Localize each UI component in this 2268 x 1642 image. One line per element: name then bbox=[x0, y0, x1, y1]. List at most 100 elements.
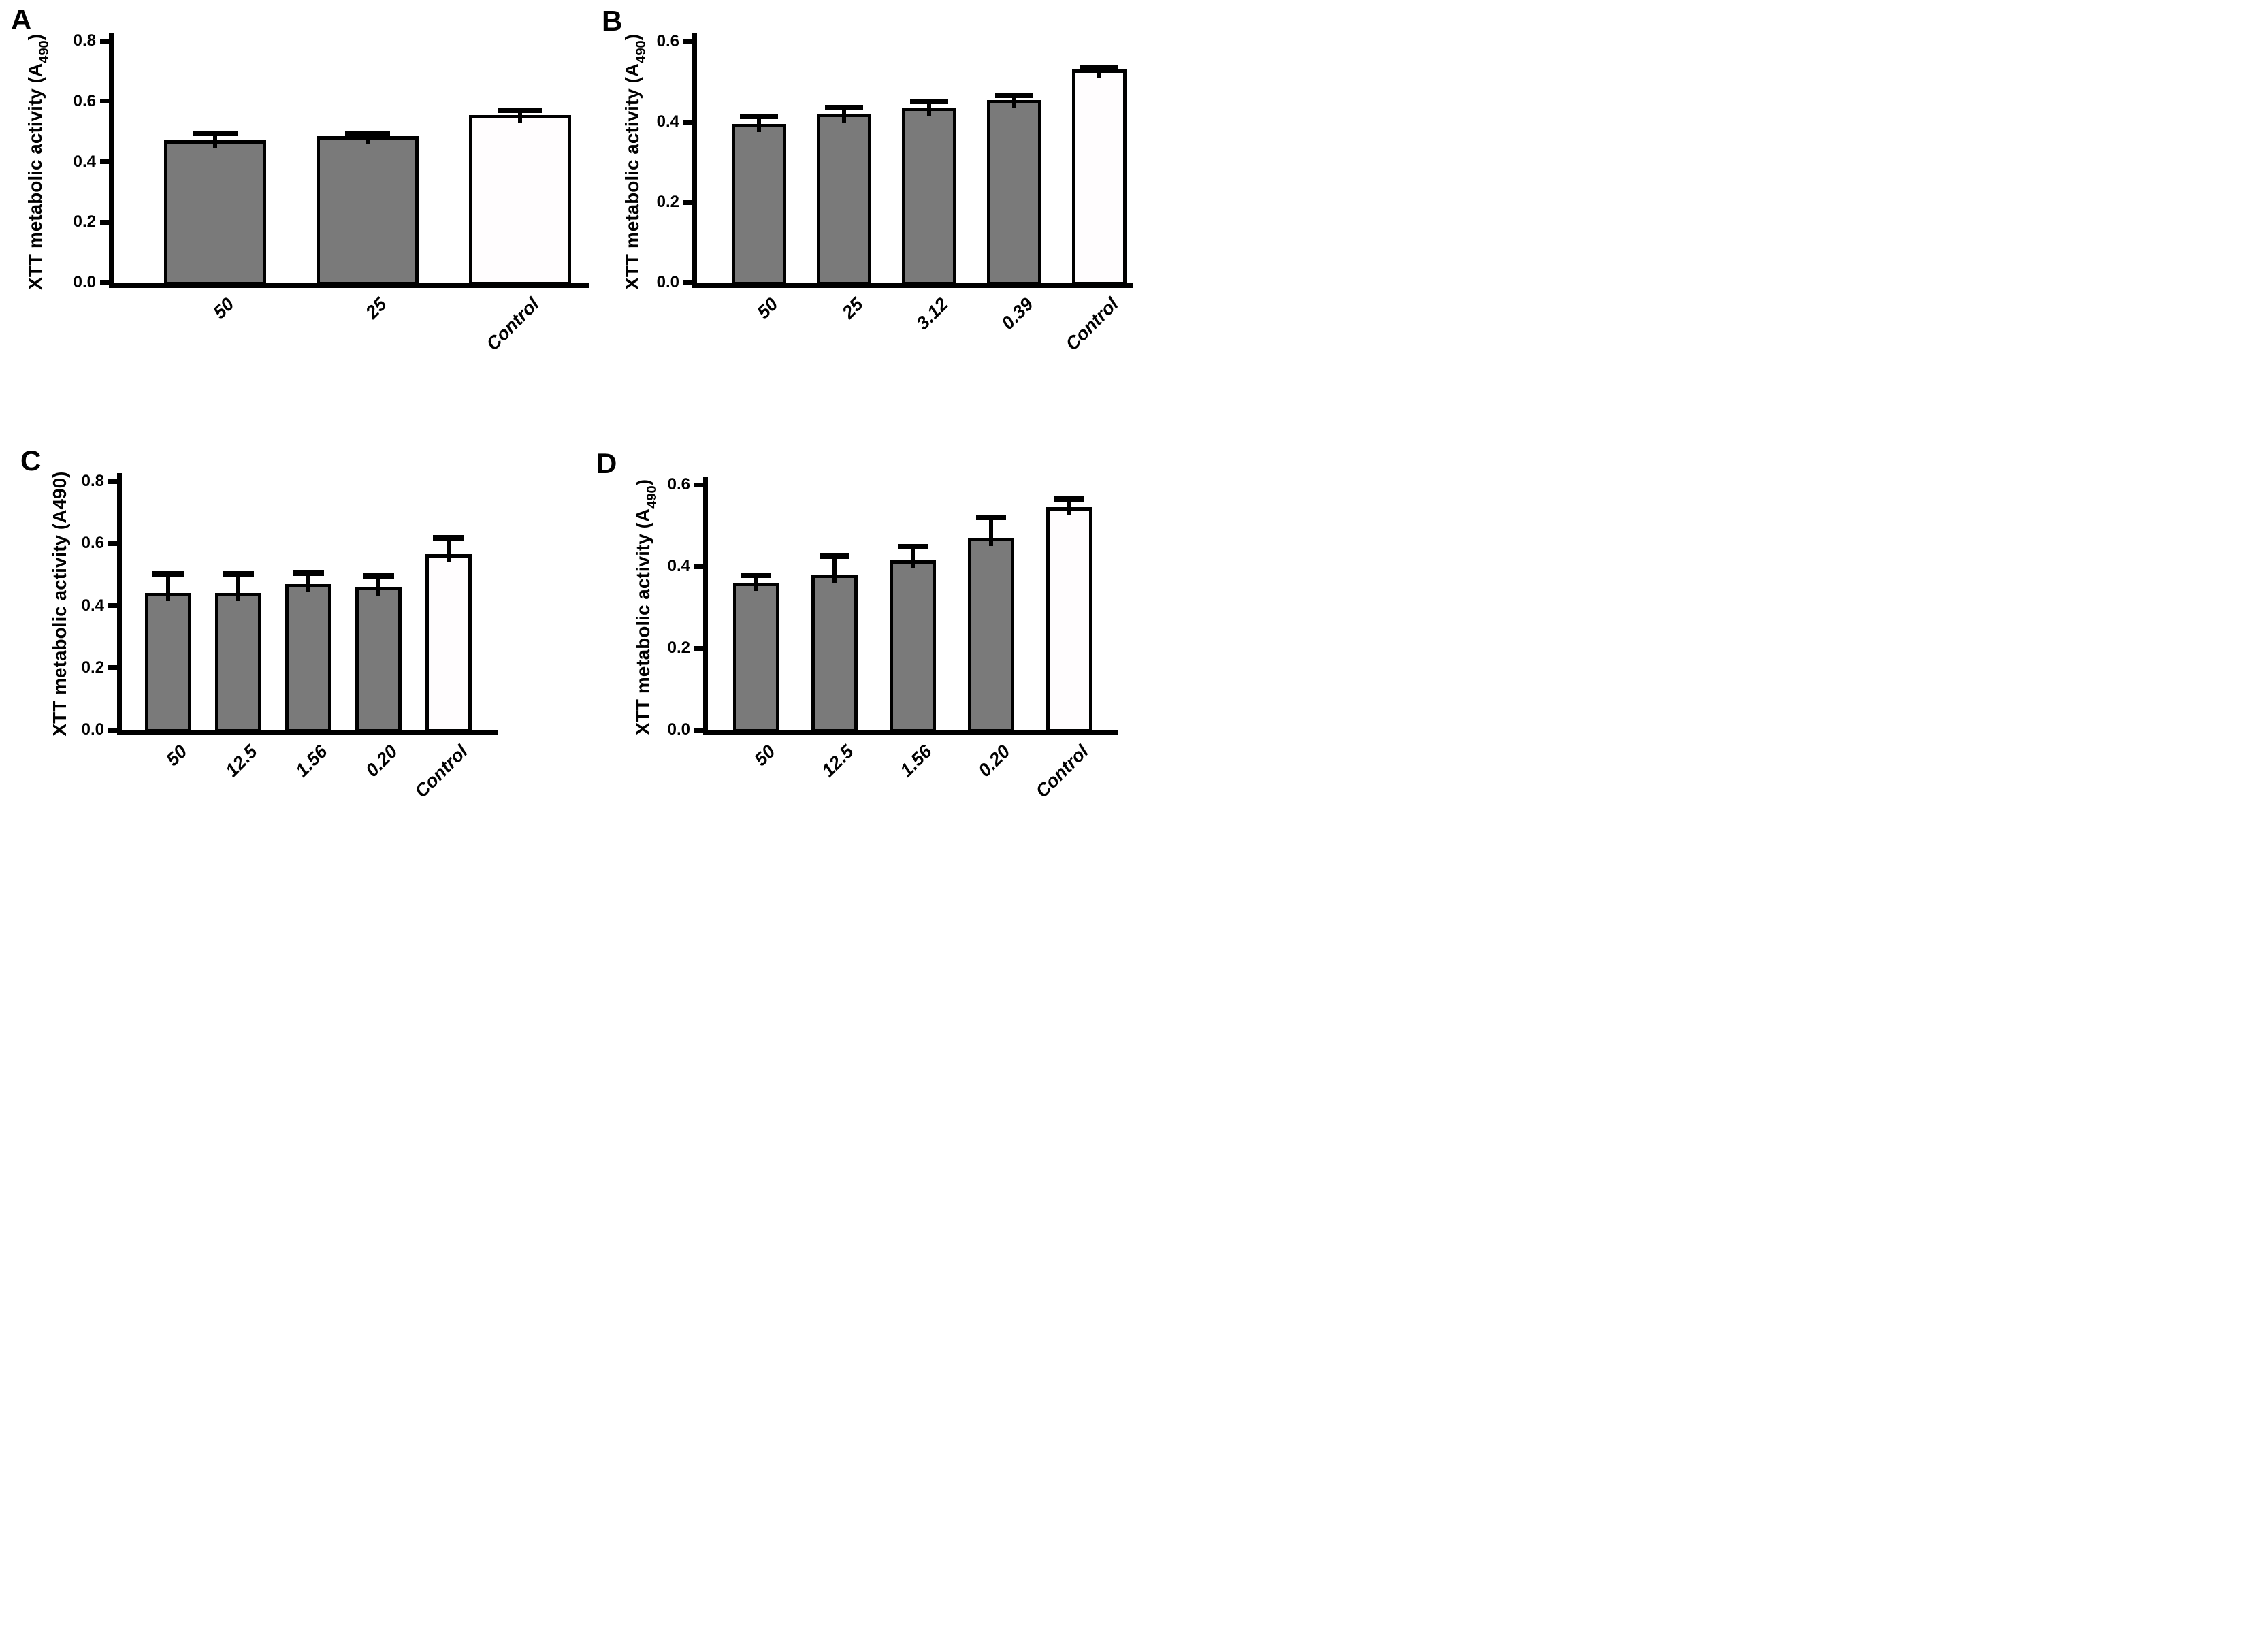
y-axis bbox=[692, 33, 697, 288]
y-tick-mark bbox=[694, 483, 703, 487]
error-bar-cap bbox=[740, 114, 778, 119]
x-tick-label: 25 bbox=[838, 293, 867, 323]
y-tick-label: 0.2 bbox=[73, 212, 96, 231]
x-tick-label: 50 bbox=[750, 741, 779, 771]
y-axis bbox=[703, 477, 708, 735]
error-bar-cap bbox=[345, 131, 390, 136]
figure-canvas: A XTT metabolic activity (A490) 0.0 0.2 0.4 0… bbox=[0, 0, 1134, 821]
error-bar-stem bbox=[366, 135, 370, 144]
y-tick-mark bbox=[683, 39, 692, 44]
error-bar-stem bbox=[306, 575, 310, 592]
y-axis bbox=[109, 33, 114, 288]
y-tick-label: 0.4 bbox=[656, 112, 679, 131]
error-bar-cap bbox=[741, 573, 771, 578]
x-tick-label: 25 bbox=[361, 293, 391, 323]
y-axis-label: XTT metabolic activity (A490) bbox=[632, 479, 660, 735]
error-bar-cap bbox=[820, 553, 849, 559]
x-axis bbox=[109, 283, 589, 288]
y-tick-mark bbox=[694, 564, 703, 569]
y-tick-label: 0.2 bbox=[81, 658, 104, 677]
error-bar-cap bbox=[433, 535, 464, 541]
x-axis bbox=[117, 730, 498, 735]
y-tick-mark bbox=[108, 728, 117, 733]
x-tick-label: 0.20 bbox=[361, 741, 402, 781]
y-tick-mark bbox=[100, 99, 109, 103]
error-bar-stem bbox=[757, 118, 761, 132]
x-tick-label: 12.5 bbox=[817, 741, 858, 781]
error-bar-stem bbox=[911, 548, 915, 568]
y-tick-label: 0.2 bbox=[656, 193, 679, 211]
x-tick-label: Control bbox=[1031, 741, 1092, 802]
x-axis bbox=[692, 283, 1133, 288]
error-bar-stem bbox=[376, 577, 380, 596]
y-tick-mark bbox=[108, 541, 117, 546]
error-bar-cap bbox=[193, 131, 238, 136]
y-tick-label: 0.0 bbox=[656, 273, 679, 291]
error-bar-cap bbox=[976, 515, 1006, 520]
y-axis bbox=[117, 473, 122, 735]
y-axis-label: XTT metabolic activity (A490) bbox=[25, 33, 52, 290]
x-tick-label: Control bbox=[1061, 293, 1122, 355]
x-tick-label: 3.12 bbox=[912, 293, 952, 334]
y-tick-mark bbox=[108, 603, 117, 608]
y-tick-label: 0.4 bbox=[667, 557, 690, 575]
y-tick-label: 0.0 bbox=[73, 273, 96, 291]
y-tick-label: 0.6 bbox=[73, 92, 96, 110]
y-axis-label: XTT metabolic activity (A490) bbox=[621, 33, 649, 290]
y-tick-mark bbox=[100, 39, 109, 44]
error-bar-cap bbox=[898, 544, 928, 549]
bar bbox=[355, 587, 402, 733]
x-axis bbox=[703, 730, 1118, 735]
error-bar-stem bbox=[989, 519, 993, 546]
error-bar-stem bbox=[213, 135, 217, 148]
error-bar-cap bbox=[1080, 65, 1118, 70]
bar bbox=[890, 560, 936, 733]
y-tick-mark bbox=[683, 280, 692, 285]
error-bar-cap bbox=[223, 571, 254, 577]
bar bbox=[164, 140, 266, 285]
y-tick-label: 0.6 bbox=[81, 534, 104, 552]
error-bar-cap bbox=[995, 93, 1033, 98]
error-bar-cap bbox=[152, 571, 184, 577]
y-tick-label: 0.6 bbox=[667, 475, 690, 494]
y-tick-mark bbox=[100, 159, 109, 164]
y-tick-label: 0.6 bbox=[656, 32, 679, 50]
x-tick-label: 0.39 bbox=[997, 293, 1037, 334]
x-tick-label: 50 bbox=[162, 741, 191, 771]
y-tick-label: 0.8 bbox=[73, 31, 96, 50]
error-bar-cap bbox=[910, 99, 948, 104]
error-bar-stem bbox=[832, 558, 837, 583]
bar bbox=[902, 108, 956, 285]
bar bbox=[1072, 69, 1127, 285]
bar bbox=[317, 136, 419, 285]
y-tick-mark bbox=[694, 646, 703, 651]
bar bbox=[732, 124, 786, 285]
y-tick-mark bbox=[694, 728, 703, 733]
y-tick-mark bbox=[108, 665, 117, 670]
y-tick-mark bbox=[108, 479, 117, 484]
y-tick-label: 0.2 bbox=[667, 639, 690, 657]
error-bar-stem bbox=[1012, 97, 1016, 108]
error-bar-stem bbox=[842, 109, 846, 123]
error-bar-cap bbox=[825, 105, 863, 110]
y-tick-label: 0.4 bbox=[81, 596, 104, 615]
panel-letter: C bbox=[20, 445, 42, 477]
y-tick-mark bbox=[100, 220, 109, 225]
bar bbox=[1046, 507, 1092, 733]
y-tick-label: 0.0 bbox=[667, 720, 690, 739]
error-bar-stem bbox=[518, 112, 522, 123]
error-bar-stem bbox=[447, 539, 451, 562]
x-tick-label: 0.20 bbox=[974, 741, 1014, 781]
x-tick-label: 12.5 bbox=[221, 741, 261, 781]
error-bar-stem bbox=[1067, 500, 1071, 515]
x-tick-label: 50 bbox=[209, 293, 238, 323]
error-bar-cap bbox=[293, 570, 324, 576]
error-bar-stem bbox=[1097, 69, 1101, 78]
y-tick-label: 0.4 bbox=[73, 152, 96, 171]
y-tick-mark bbox=[100, 280, 109, 285]
y-tick-label: 0.8 bbox=[81, 472, 104, 490]
bar bbox=[145, 593, 191, 733]
bar bbox=[425, 554, 472, 733]
bar bbox=[215, 593, 261, 733]
x-tick-label: 1.56 bbox=[291, 741, 331, 781]
